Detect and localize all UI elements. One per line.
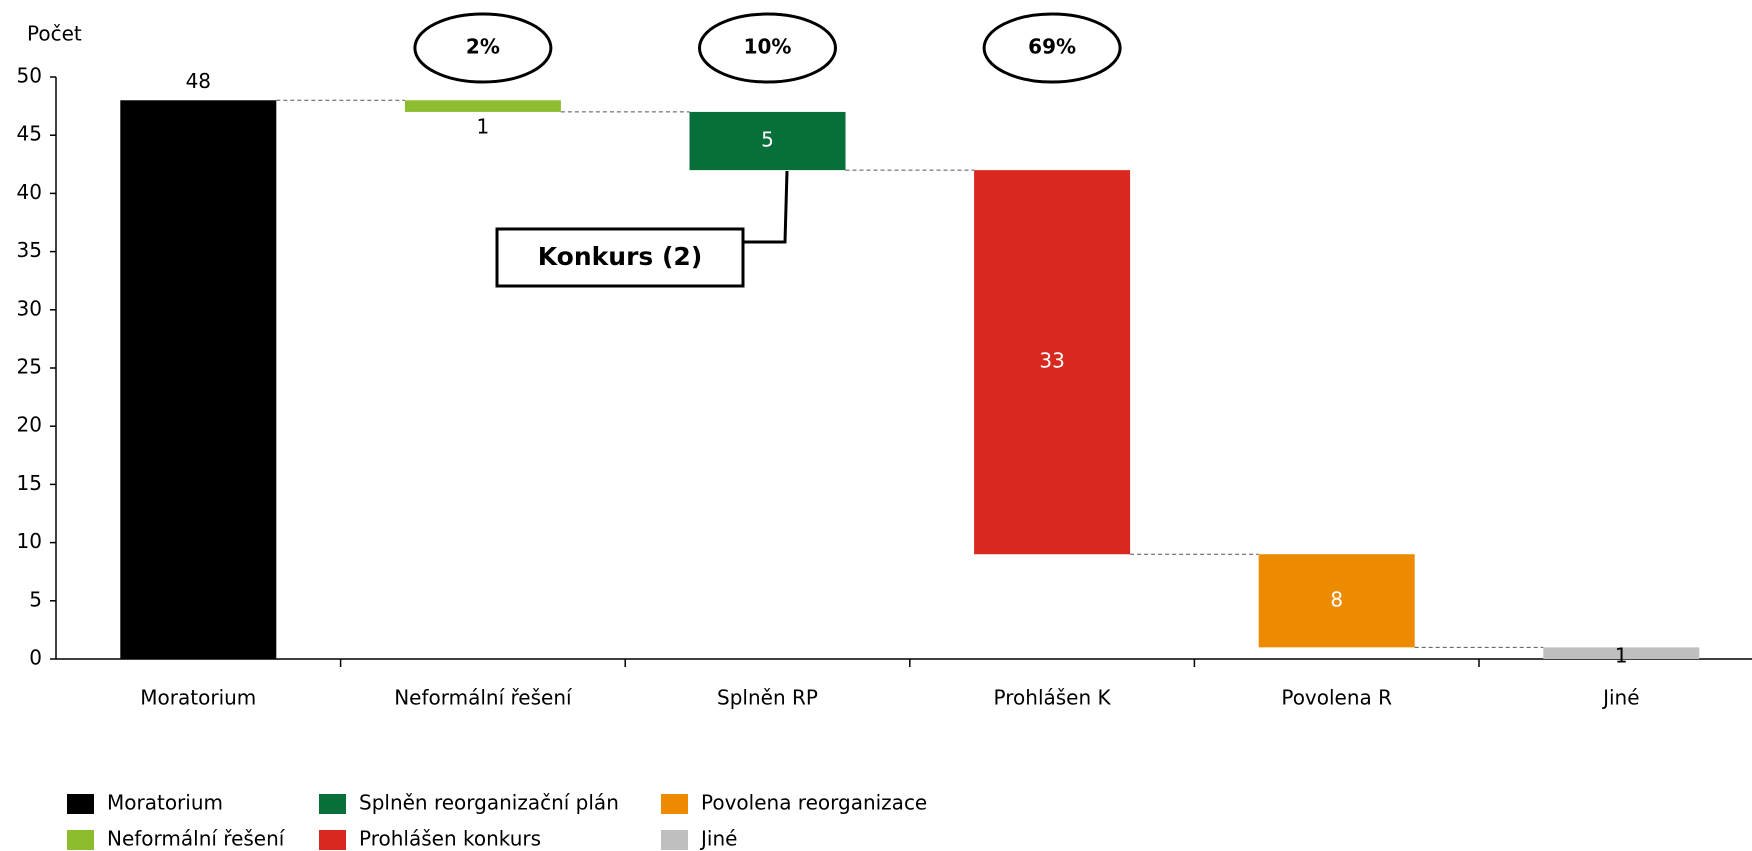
legend-label: Splněn reorganizační plán	[359, 791, 619, 815]
y-tick-label: 15	[17, 471, 42, 495]
legend-swatch	[67, 794, 94, 814]
y-tick-label: 20	[17, 413, 42, 437]
legend-swatch	[661, 830, 688, 850]
y-tick-label: 0	[29, 646, 42, 670]
y-tick-label: 40	[17, 180, 42, 204]
percent-ellipse	[698, 12, 837, 84]
legend-label: Prohlášen konkurs	[359, 827, 541, 851]
y-axis-label: Počet	[27, 22, 82, 46]
percent-label: 10%	[744, 35, 792, 59]
bar	[120, 100, 277, 659]
x-tick-label: Prohlášen K	[994, 686, 1112, 710]
callout-line	[743, 170, 789, 244]
bar	[974, 170, 1131, 555]
y-tick-label: 5	[29, 587, 42, 611]
x-tick-label: Moratorium	[140, 686, 256, 710]
value-label: 33	[1039, 349, 1064, 373]
legend-swatch	[319, 830, 346, 850]
legend-label: Neformální řešení	[107, 827, 286, 851]
y-tick-label: 50	[17, 64, 42, 88]
percent-ellipse	[982, 12, 1122, 84]
value-label: 1	[477, 114, 490, 138]
value-label: 1	[1615, 644, 1628, 668]
x-tick-label: Splněn RP	[717, 686, 818, 710]
callout-label: Konkurs (2)	[538, 242, 703, 271]
percent-label: 2%	[466, 35, 500, 59]
y-tick-label: 45	[17, 122, 42, 146]
callout-box	[495, 227, 745, 288]
y-tick-label: 10	[17, 529, 42, 553]
legend-swatch	[319, 794, 346, 814]
legend-label: Povolena reorganizace	[701, 791, 927, 815]
bar	[404, 100, 561, 112]
bar	[1258, 554, 1415, 648]
y-tick-label: 25	[17, 355, 42, 379]
bar	[1543, 647, 1700, 659]
value-label: 5	[761, 128, 774, 152]
y-tick-label: 30	[17, 296, 42, 320]
x-tick-label: Neformální řešení	[394, 686, 573, 710]
value-label: 48	[186, 69, 211, 93]
y-tick-label: 35	[17, 238, 42, 262]
percent-label: 69%	[1028, 35, 1076, 59]
legend-swatch	[67, 830, 94, 850]
x-tick-label: Povolena R	[1281, 686, 1392, 710]
bar	[689, 111, 846, 171]
value-label: 8	[1330, 587, 1343, 611]
x-tick-label: Jiné	[1601, 686, 1639, 710]
legend-swatch	[661, 794, 688, 814]
legend-label: Jiné	[699, 827, 737, 851]
percent-ellipse	[413, 12, 553, 84]
legend-label: Moratorium	[107, 791, 223, 815]
